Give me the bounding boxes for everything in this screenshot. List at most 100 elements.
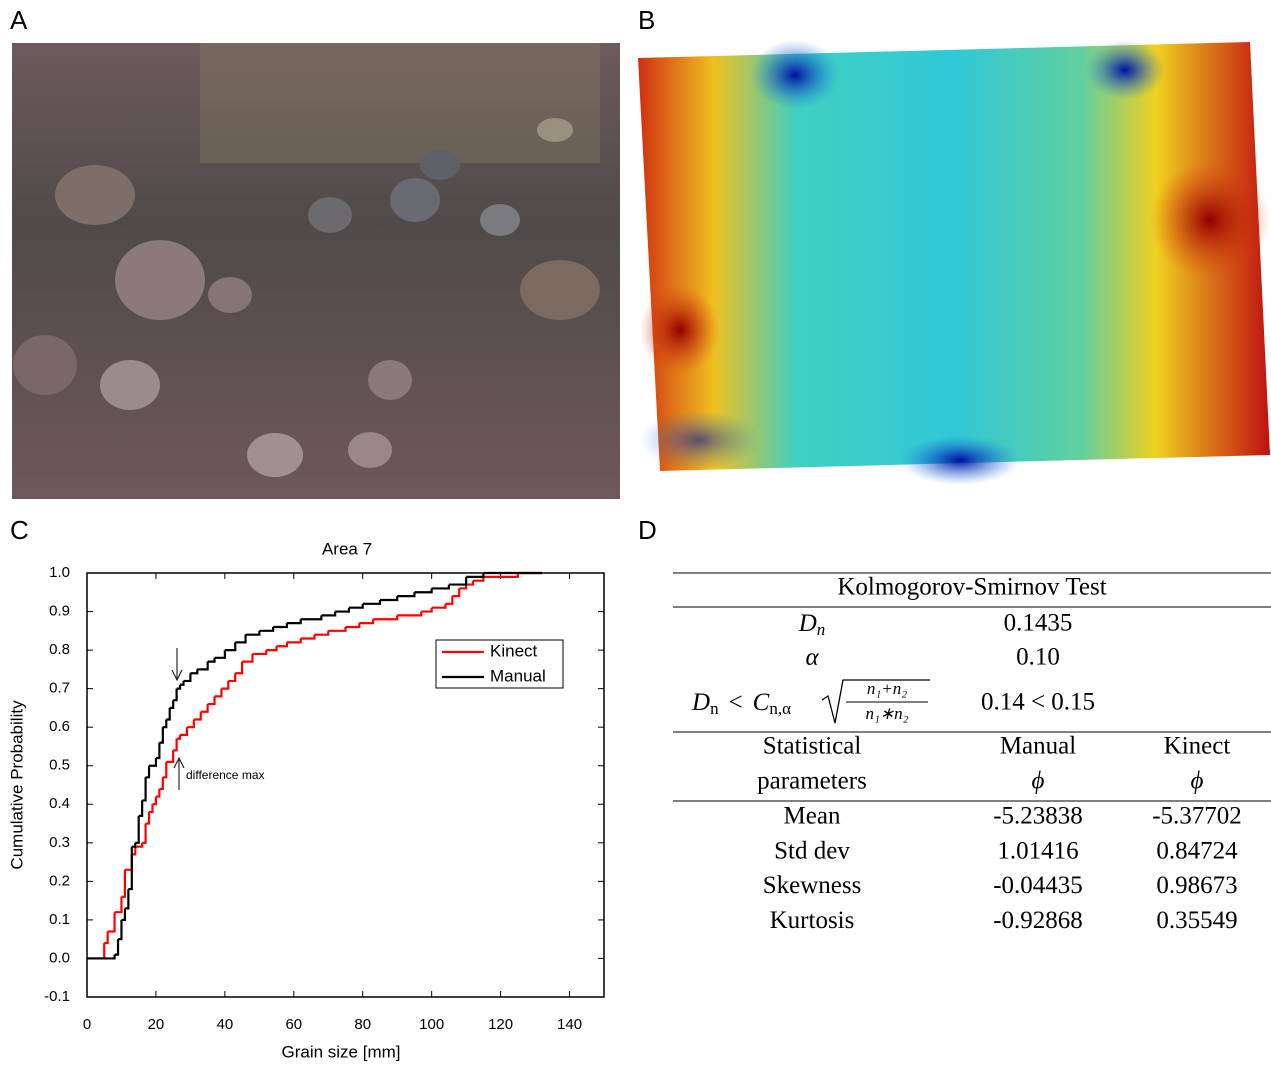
cell: Std dev: [774, 837, 850, 864]
step-segment: [177, 685, 180, 689]
symbol-main: D: [691, 689, 710, 716]
x-tick-label: 20: [148, 1016, 165, 1033]
step-segment: [266, 646, 276, 650]
step-segment: [246, 631, 260, 635]
subscript: n,α: [769, 699, 791, 718]
legend-label: Kinect: [490, 641, 538, 660]
y-tick-label: 0.1: [49, 911, 70, 928]
y-tick-label: 0.7: [49, 680, 70, 697]
step-segment: [335, 608, 349, 612]
y-tick-label: 0.6: [49, 718, 70, 735]
step-segment: [180, 681, 183, 685]
x-tick-label: 80: [354, 1016, 371, 1033]
step-segment: [166, 708, 169, 720]
x-tick-label: 40: [217, 1016, 234, 1033]
plot-frame: [87, 573, 604, 997]
y-axis-label: Cumulative Probability: [7, 700, 26, 870]
step-segment: [115, 897, 122, 912]
cell: 1.01416: [997, 837, 1078, 864]
x-tick-label: 60: [285, 1016, 302, 1033]
step-segment: [108, 912, 115, 931]
symbol-main: C: [753, 689, 770, 716]
step-segment: [287, 619, 301, 623]
step-segment: [159, 727, 162, 742]
step-segment: [135, 816, 138, 843]
step-segment: [414, 588, 431, 592]
step-segment: [163, 762, 166, 777]
cell: -5.37702: [1152, 803, 1242, 830]
y-tick-label: 0.4: [49, 795, 70, 812]
step-segment: [452, 588, 459, 596]
step-segment: [235, 635, 245, 643]
step-segment: [287, 639, 301, 643]
step-segment: [432, 585, 449, 589]
step-segment: [301, 635, 315, 639]
y-tick-label: 0.5: [49, 757, 70, 774]
symbol: Dn: [798, 610, 826, 639]
subscript: n: [817, 620, 826, 639]
step-segment: [190, 669, 197, 673]
step-segment: [421, 608, 431, 612]
step-segment: [184, 673, 191, 681]
step-segment: [208, 696, 215, 704]
y-tick-label: 1.0: [49, 564, 70, 581]
step-segment: [215, 650, 225, 658]
panel-label: A: [10, 5, 28, 35]
cell: -0.04435: [993, 872, 1083, 899]
step-segment: [221, 681, 228, 689]
y-tick-label: 0.8: [49, 641, 70, 658]
step-segment: [363, 600, 380, 604]
header-cell: Manual: [1000, 733, 1076, 760]
step-segment: [397, 592, 414, 596]
step-segment: [225, 642, 235, 650]
cell: 0.98673: [1156, 872, 1237, 899]
cell: 0.1435: [1004, 610, 1073, 637]
step-segment: [118, 920, 121, 939]
step-segment: [449, 577, 466, 585]
stats-table: Kolmogorov-Smirnov Test Dn0.1435α0.10Dn<…: [673, 573, 1271, 934]
step-segment: [321, 612, 335, 616]
cell: Skewness: [763, 872, 862, 899]
symbol-main: D: [798, 610, 817, 637]
y-tick-label: 0.3: [49, 834, 70, 851]
cell: -5.23838: [993, 803, 1083, 830]
formula: Dn<Cn,α: [691, 689, 791, 718]
y-tick-label: -0.1: [44, 988, 70, 1005]
step-segment: [201, 704, 208, 712]
step-segment: [132, 843, 135, 847]
step-segment: [146, 766, 149, 778]
step-segment: [177, 735, 180, 739]
step-segment: [314, 631, 328, 635]
step-segment: [197, 662, 207, 670]
step-segment: [252, 650, 266, 654]
x-tick-label: 100: [419, 1016, 444, 1033]
step-segment: [152, 797, 155, 805]
step-segment: [301, 615, 322, 619]
step-segment: [242, 654, 252, 662]
step-segment: [142, 777, 145, 800]
x-axis-label: Grain size [mm]: [281, 1042, 400, 1061]
header-cell: Statistical: [763, 733, 862, 760]
operator: <: [729, 689, 743, 716]
step-segment: [259, 627, 273, 631]
step-segment: [159, 777, 162, 789]
chart-title: Area 7: [322, 539, 372, 558]
step-segment: [149, 758, 156, 766]
y-tick-label: 0.9: [49, 603, 70, 620]
panel-label: C: [10, 515, 29, 545]
step-segment: [173, 689, 176, 701]
step-segment: [111, 955, 114, 959]
arrow: [172, 648, 182, 680]
step-segment: [149, 804, 152, 812]
y-tick-label: 0.2: [49, 872, 70, 889]
cell: 0.10: [1016, 644, 1060, 671]
cell: Mean: [784, 803, 841, 830]
step-segment: [156, 743, 159, 758]
step-segment: [156, 789, 159, 797]
header-cell: ϕ: [1032, 768, 1045, 795]
x-tick-label: 120: [488, 1016, 513, 1033]
header-cell: Kinect: [1164, 733, 1231, 760]
x-tick-label: 140: [557, 1016, 582, 1033]
header-cell: parameters: [757, 768, 867, 795]
step-segment: [445, 596, 452, 604]
